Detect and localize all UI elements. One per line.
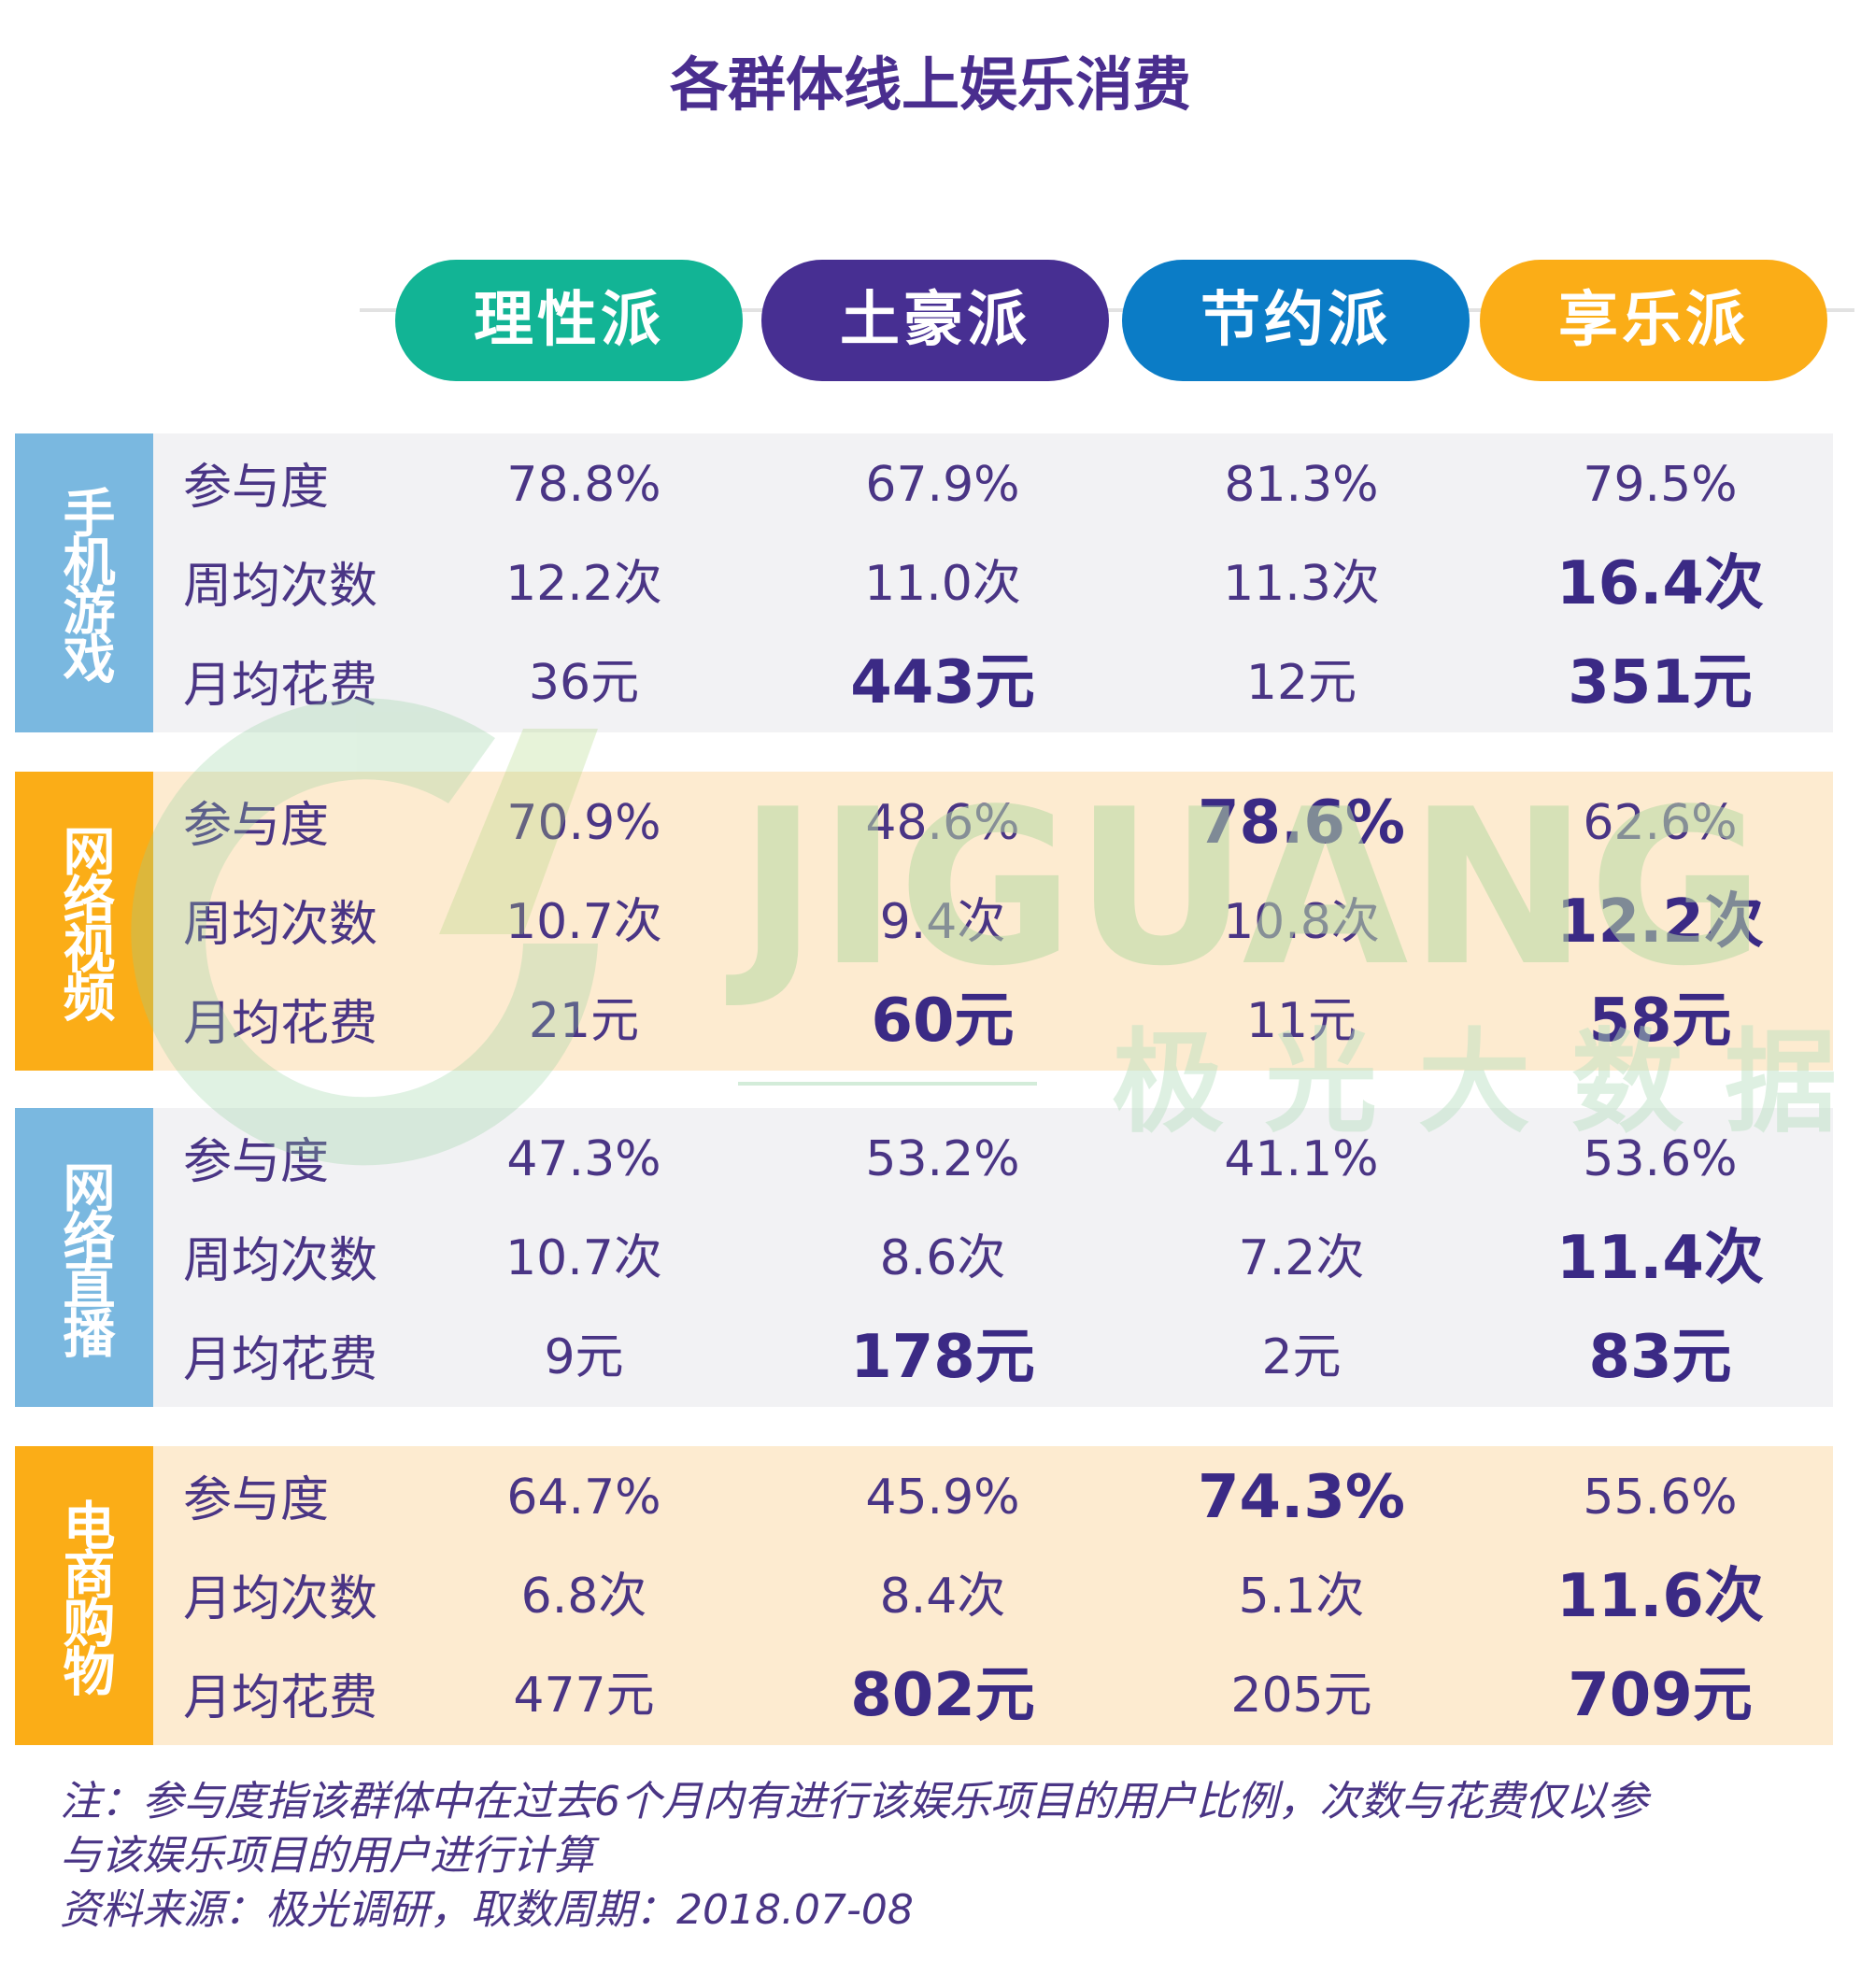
table-row: 月均花费 9元 178元 2元 83元	[153, 1308, 1833, 1407]
table-cell: 12元	[1245, 655, 1357, 711]
table-cell: 70.9%	[506, 795, 661, 851]
row-label: 月均花费	[183, 996, 378, 1052]
table-cell: 41.1%	[1224, 1131, 1379, 1187]
source-note: 资料来源：极光调研，取数周期：2018.07-08	[60, 1886, 914, 1934]
table-row: 参与度 78.8% 67.9% 81.3% 79.5%	[153, 435, 1833, 534]
table-cell: 8.4次	[879, 1569, 1006, 1625]
row-label: 参与度	[183, 1472, 330, 1528]
table-cell: 53.6%	[1583, 1131, 1738, 1187]
group-background	[153, 1446, 1833, 1745]
row-label: 月均花费	[183, 1332, 378, 1388]
table-row: 周均次数 10.7次 8.6次 7.2次 11.4次	[153, 1209, 1833, 1308]
group-label-box: 网络视频	[15, 772, 153, 1071]
table-row: 周均次数 10.7次 9.4次 10.8次 12.2次	[153, 873, 1833, 972]
group-label: 网络视频	[54, 824, 115, 1018]
table-cell: 16.4次	[1556, 549, 1764, 618]
row-label: 周均次数	[183, 1233, 378, 1289]
table-cell: 477元	[513, 1668, 655, 1724]
row-label: 月均次数	[183, 1571, 378, 1627]
row-label: 周均次数	[183, 559, 378, 615]
table-cell: 11元	[1245, 993, 1357, 1049]
table-cell: 6.8次	[520, 1569, 647, 1625]
group-online-video: 网络视频 参与度 70.9% 48.6% 78.6% 62.6% 周均次数 10.7次 9.4…	[15, 772, 1833, 1071]
table-cell: 64.7%	[506, 1470, 661, 1526]
group-label: 网络直播	[54, 1160, 115, 1355]
table-cell: 7.2次	[1238, 1230, 1365, 1286]
table-cell: 78.8%	[506, 457, 661, 513]
table-cell: 443元	[850, 648, 1035, 717]
column-header-rational: 理性派	[395, 260, 743, 381]
table-cell: 802元	[850, 1661, 1035, 1730]
table-cell: 11.0次	[864, 556, 1021, 612]
table-cell: 60元	[871, 987, 1015, 1056]
table-cell: 9元	[544, 1329, 624, 1385]
table-cell: 8.6次	[879, 1230, 1006, 1286]
table-cell: 45.9%	[865, 1470, 1020, 1526]
table-cell: 351元	[1568, 648, 1753, 717]
group-label-box: 网络直播	[15, 1108, 153, 1407]
group-background	[153, 772, 1833, 1071]
group-label: 电商购物	[54, 1498, 115, 1693]
table-cell: 58元	[1588, 987, 1732, 1056]
column-header-hedonist: 享乐派	[1480, 260, 1827, 381]
table-cell: 11.3次	[1223, 556, 1380, 612]
footnotes: 注：参与度指该群体中在过去6个月内有进行该娱乐项目的用户比例，次数与花费仅以参 …	[60, 1775, 1816, 1938]
table-row: 月均花费 477元 802元 205元 709元	[153, 1646, 1833, 1745]
column-header-frugal: 节约派	[1122, 260, 1470, 381]
group-background	[153, 1108, 1833, 1407]
table-cell: 36元	[528, 655, 640, 711]
group-live-streaming: 网络直播 参与度 47.3% 53.2% 41.1% 53.6% 周均次数 10.7次 8.6…	[15, 1108, 1833, 1407]
table-cell: 12.2次	[1556, 888, 1764, 957]
table-cell: 709元	[1568, 1661, 1753, 1730]
row-label: 参与度	[183, 1134, 330, 1190]
row-label: 参与度	[183, 460, 330, 516]
table-cell: 12.2次	[505, 556, 662, 612]
table-cell: 9.4次	[879, 894, 1006, 950]
table-cell: 11.6次	[1556, 1562, 1764, 1631]
table-cell: 83元	[1588, 1323, 1732, 1392]
table-row: 参与度 70.9% 48.6% 78.6% 62.6%	[153, 774, 1833, 873]
table-cell: 47.3%	[506, 1131, 661, 1187]
table-cell: 5.1次	[1238, 1569, 1365, 1625]
table-cell: 62.6%	[1583, 795, 1738, 851]
column-header-wealthy: 土豪派	[761, 260, 1109, 381]
table-cell: 10.7次	[505, 894, 662, 950]
footnote-line-2: 与该娱乐项目的用户进行计算	[60, 1832, 594, 1880]
table-cell: 21元	[528, 993, 640, 1049]
row-label: 参与度	[183, 798, 330, 854]
table-row: 月均花费 21元 60元 11元 58元	[153, 972, 1833, 1071]
table-cell: 79.5%	[1583, 457, 1738, 513]
table-cell: 78.6%	[1197, 788, 1406, 858]
table-cell: 10.8次	[1223, 894, 1380, 950]
table-row: 周均次数 12.2次 11.0次 11.3次 16.4次	[153, 534, 1833, 633]
table-cell: 2元	[1261, 1329, 1342, 1385]
row-label: 月均花费	[183, 658, 378, 714]
table-cell: 53.2%	[865, 1131, 1020, 1187]
group-label-box: 手机游戏	[15, 433, 153, 732]
table-cell: 205元	[1230, 1668, 1372, 1724]
table-cell: 178元	[850, 1323, 1035, 1392]
table-cell: 55.6%	[1583, 1470, 1738, 1526]
group-background	[153, 433, 1833, 732]
group-label-box: 电商购物	[15, 1446, 153, 1745]
group-ecommerce: 电商购物 参与度 64.7% 45.9% 74.3% 55.6% 月均次数 6.8次 8.4次…	[15, 1446, 1833, 1745]
table-cell: 11.4次	[1556, 1224, 1764, 1293]
table-cell: 67.9%	[865, 457, 1020, 513]
table-row: 参与度 64.7% 45.9% 74.3% 55.6%	[153, 1448, 1833, 1547]
table-row: 月均花费 36元 443元 12元 351元	[153, 633, 1833, 732]
group-mobile-games: 手机游戏 参与度 78.8% 67.9% 81.3% 79.5% 周均次数 12.2次 11.…	[15, 433, 1833, 732]
row-label: 周均次数	[183, 897, 378, 953]
table-cell: 81.3%	[1224, 457, 1379, 513]
footnote-line-1: 注：参与度指该群体中在过去6个月内有进行该娱乐项目的用户比例，次数与花费仅以参	[60, 1778, 1648, 1825]
page-title: 各群体线上娱乐消费	[669, 50, 1191, 119]
group-label: 手机游戏	[54, 486, 115, 680]
row-label: 月均花费	[183, 1670, 378, 1726]
table-cell: 74.3%	[1197, 1463, 1406, 1532]
table-cell: 10.7次	[505, 1230, 662, 1286]
table-cell: 48.6%	[865, 795, 1020, 851]
table-row: 月均次数 6.8次 8.4次 5.1次 11.6次	[153, 1547, 1833, 1646]
table-row: 参与度 47.3% 53.2% 41.1% 53.6%	[153, 1110, 1833, 1209]
